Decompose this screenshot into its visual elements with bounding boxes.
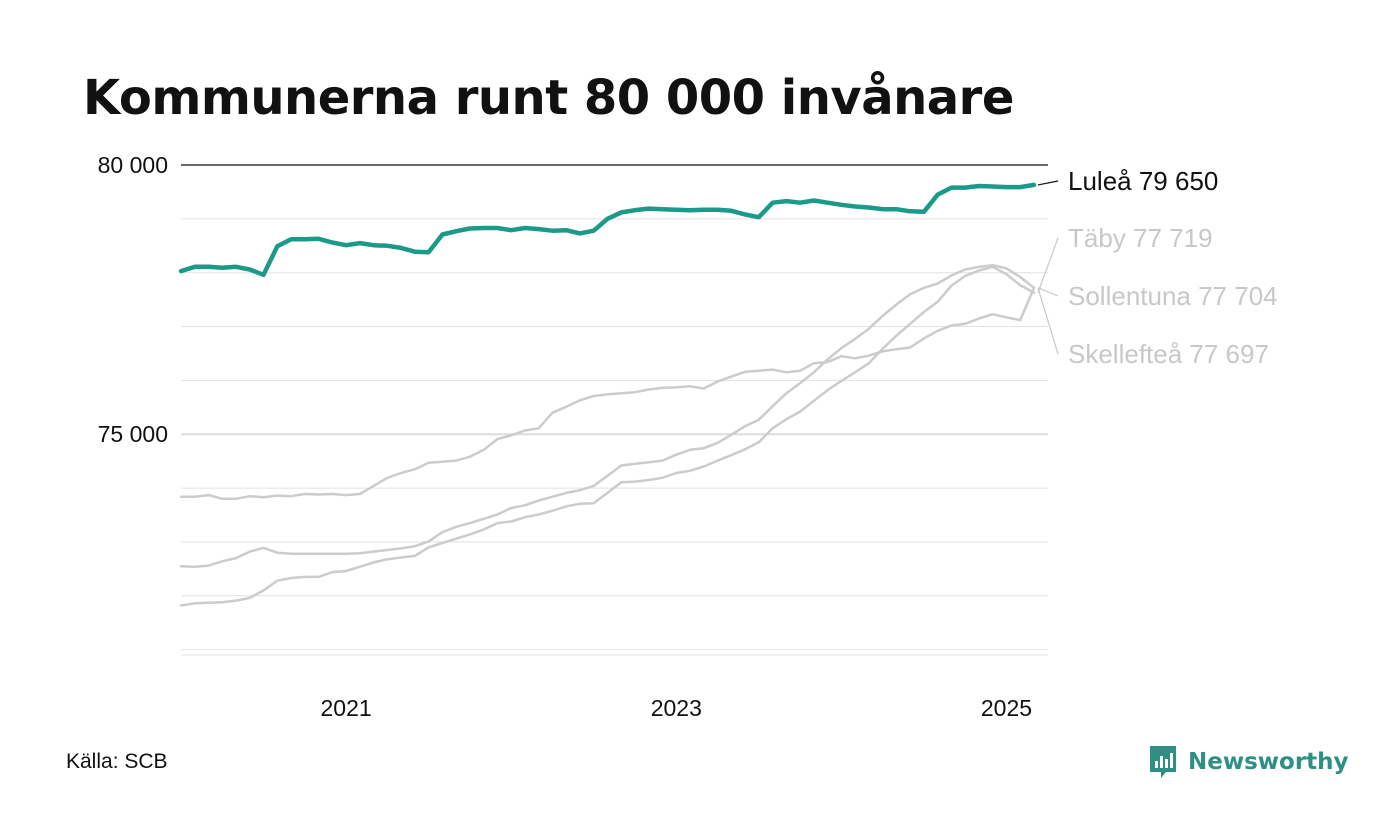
y-tick-label: 75 000 [98,421,168,447]
x-tick-label: 2025 [981,695,1032,721]
brand-logo: Newsworthy [1148,744,1349,780]
label-connector [1037,180,1059,186]
series-line-täby [179,265,1036,607]
series-label: Täby 77 719 [1068,223,1213,253]
y-tick-label: 80 000 [98,152,168,178]
label-connector [1037,287,1059,297]
brand-name: Newsworthy [1188,749,1349,775]
x-tick-label: 2021 [321,695,372,721]
series-label: Skellefteå 77 697 [1068,339,1269,369]
x-axis-ticks: 2021 2023 2025 [321,695,1033,721]
series-line-sollentuna [179,263,1036,568]
y-axis-ticks: 80 000 75 000 [98,152,168,447]
series-lines [178,182,1037,607]
gridlines [181,164,1048,656]
series-label: Luleå 79 650 [1068,166,1218,196]
series-label: Sollentuna 77 704 [1068,281,1278,311]
series-line-luleå [178,182,1037,278]
label-connector [1037,287,1059,355]
chart-title: Kommunerna runt 80 000 invånare [83,70,1014,126]
series-labels: Luleå 79 650 Täby 77 719 Sollentuna 77 704… [1037,166,1278,369]
label-connector [1037,237,1059,293]
series-line-skellefteå [179,286,1036,501]
x-tick-label: 2023 [651,695,702,721]
newsworthy-logo-icon [1150,746,1176,778]
source-note: Källa: SCB [66,750,168,773]
